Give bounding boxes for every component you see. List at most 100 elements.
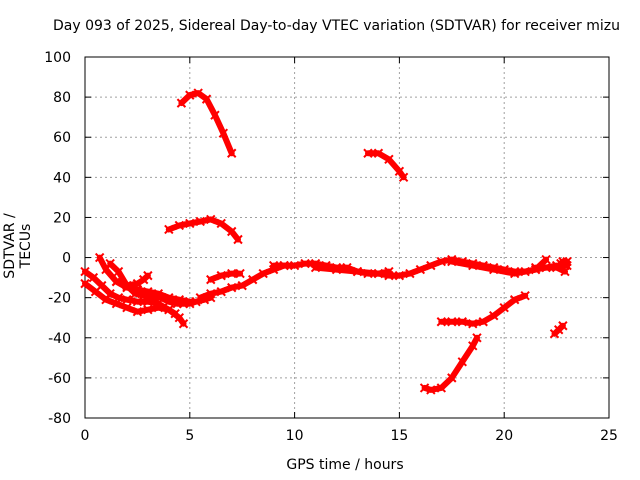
data-point <box>489 264 499 275</box>
data-point <box>113 266 124 277</box>
data-point <box>94 252 105 263</box>
data-point <box>195 292 205 303</box>
data-point <box>541 254 551 265</box>
plot-frame <box>84 56 610 419</box>
data-series-arc-17 <box>436 290 530 329</box>
data-point <box>216 218 226 229</box>
data-point <box>499 302 509 313</box>
data-point <box>436 317 447 327</box>
data-point <box>530 262 541 273</box>
data-point <box>426 385 436 395</box>
data-point <box>80 266 90 277</box>
data-series-arc-18 <box>549 321 568 339</box>
grid-lines <box>85 57 609 418</box>
data-point <box>122 302 132 313</box>
data-point <box>520 290 530 301</box>
data-point <box>185 90 195 100</box>
data-point <box>122 294 132 305</box>
data-point <box>170 309 180 319</box>
y-tick-label: -80 <box>48 411 71 427</box>
data-point <box>216 286 226 297</box>
data-point <box>268 260 279 271</box>
x-tick-label: 5 <box>185 428 194 444</box>
data-point <box>373 268 384 279</box>
data-point <box>130 288 141 299</box>
data-series-arc-16 <box>419 333 482 395</box>
y-axis-label: SDTVAR / TECUs <box>2 213 34 279</box>
y-tick-label: 60 <box>53 130 71 146</box>
data-point <box>300 258 310 269</box>
data-series-arc-9 <box>206 268 245 285</box>
data-point <box>310 262 321 273</box>
chart-title: Day 093 of 2025, Sidereal Day-to-day VTE… <box>53 18 620 34</box>
data-point <box>153 302 164 313</box>
x-axis-label: GPS time / hours <box>286 457 404 473</box>
x-tick-label: 10 <box>286 428 304 444</box>
x-tick-label: 0 <box>81 428 90 444</box>
data-point <box>352 266 363 277</box>
data-point <box>227 148 237 158</box>
y-tick-label: -60 <box>48 371 71 387</box>
data-point <box>394 270 405 281</box>
data-point <box>105 258 115 269</box>
data-point <box>415 264 426 275</box>
data-point <box>472 333 482 343</box>
data-point <box>509 268 520 279</box>
data-point <box>218 128 229 138</box>
data-point <box>405 268 415 279</box>
series-line <box>421 334 480 393</box>
data-point <box>489 311 499 321</box>
data-point <box>111 298 122 309</box>
data-point <box>233 234 243 245</box>
data-point <box>478 317 488 327</box>
data-point <box>105 288 115 299</box>
data-point <box>558 321 568 331</box>
data-point <box>373 148 384 158</box>
data-point <box>235 268 245 279</box>
data-point <box>447 256 457 267</box>
data-point <box>468 341 478 351</box>
data-series-group <box>80 88 572 395</box>
data-point <box>206 288 216 299</box>
x-tick-label: 25 <box>600 428 618 444</box>
data-series-arc-1 <box>176 88 237 158</box>
data-point <box>155 292 166 303</box>
data-point <box>363 148 373 158</box>
data-point <box>164 224 174 235</box>
data-point <box>143 304 153 315</box>
data-point <box>447 373 457 383</box>
data-point <box>227 282 237 293</box>
data-point <box>143 296 153 307</box>
data-point <box>185 298 195 309</box>
data-point <box>468 319 478 329</box>
data-series-arc-7 <box>80 278 180 319</box>
data-point <box>132 278 143 289</box>
data-point <box>436 383 447 393</box>
data-series-arc-2 <box>164 214 243 245</box>
series-line <box>178 90 235 157</box>
data-series-arc-15 <box>556 256 572 271</box>
data-point <box>237 280 247 291</box>
data-series-arc-12 <box>310 262 394 279</box>
data-point <box>206 214 216 225</box>
x-tick-label: 15 <box>390 428 408 444</box>
data-point <box>384 266 394 277</box>
data-point <box>195 216 205 227</box>
data-point <box>541 262 551 273</box>
data-point <box>193 88 203 98</box>
data-point <box>80 278 90 289</box>
data-point <box>426 260 436 271</box>
series-line <box>96 254 193 305</box>
data-point <box>398 172 409 183</box>
data-point <box>111 276 122 287</box>
data-point <box>227 268 237 279</box>
data-point <box>132 306 143 317</box>
y-tick-label: 80 <box>53 90 71 106</box>
data-point <box>174 220 185 231</box>
data-point <box>279 260 289 271</box>
data-point <box>132 296 143 307</box>
data-point <box>331 264 342 275</box>
y-tick-label: 100 <box>44 50 71 66</box>
series-line <box>82 280 179 317</box>
